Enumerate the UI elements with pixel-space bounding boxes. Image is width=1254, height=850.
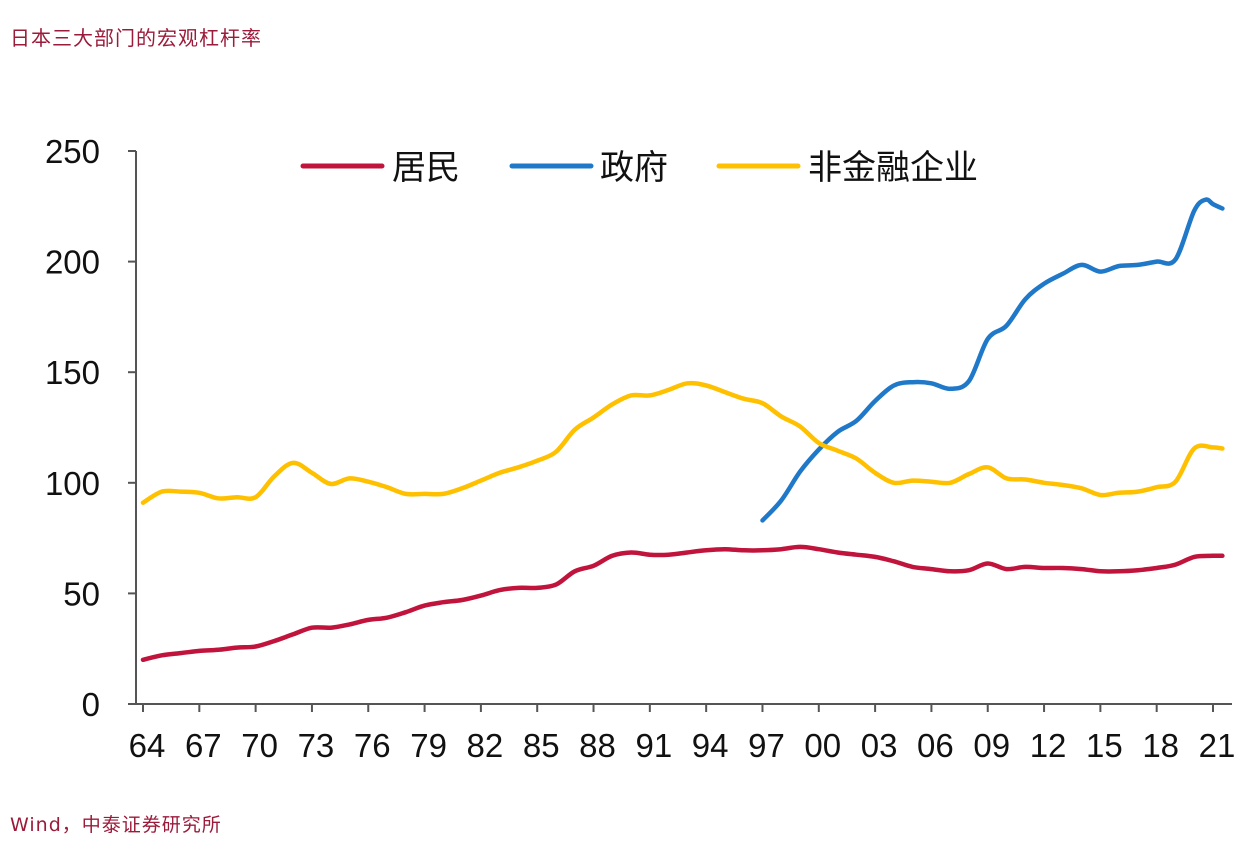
y-tick-label: 100 (45, 465, 100, 502)
x-tick-label: 03 (861, 727, 898, 764)
y-tick-label: 200 (45, 244, 100, 281)
x-tick-label: 00 (804, 727, 841, 764)
series-line-nonfinancial-corporate (140, 380, 1225, 505)
x-tick-label: 18 (1142, 727, 1179, 764)
x-tick-label: 15 (1086, 727, 1123, 764)
series-line-household (140, 544, 1225, 663)
x-tick-label: 79 (410, 727, 447, 764)
x-tick-label: 73 (298, 727, 335, 764)
x-tick-label: 94 (692, 727, 729, 764)
series-lines (140, 197, 1225, 663)
x-tick-label: 91 (635, 727, 672, 764)
x-tick-label: 76 (354, 727, 391, 764)
x-axis-ticks: 64 67 70 73 76 79 82 85 88 91 94 97 00 03 06 09 12 15 18 21 (129, 704, 1236, 764)
y-tick-label: 0 (82, 686, 100, 723)
chart-axes (135, 151, 1232, 705)
x-tick-label: 21 (1199, 727, 1236, 764)
legend-label: 政府 (600, 148, 668, 188)
source-note: Wind，中泰证券研究所 (10, 814, 222, 836)
series-line-government (760, 197, 1225, 523)
page-title: 日本三大部门的宏观杠杆率 (10, 26, 262, 50)
x-tick-label: 09 (973, 727, 1010, 764)
legend-item-government: 政府 (509, 148, 668, 188)
x-tick-label: 06 (917, 727, 954, 764)
y-axis-ticks: 0 50 100 150 200 250 (45, 133, 136, 723)
y-tick-label: 50 (63, 575, 100, 612)
legend-label: 居民 (392, 148, 460, 188)
chart-legend: 居民 政府 非金融企业 (300, 148, 978, 188)
x-tick-label: 67 (185, 727, 222, 764)
x-tick-label: 88 (579, 727, 616, 764)
x-tick-label: 97 (748, 727, 785, 764)
legend-label: 非金融企业 (808, 148, 978, 188)
x-tick-label: 12 (1030, 727, 1067, 764)
x-tick-label: 85 (523, 727, 560, 764)
y-tick-label: 250 (45, 133, 100, 170)
legend-item-household: 居民 (300, 148, 460, 188)
x-tick-label: 82 (467, 727, 504, 764)
y-tick-label: 150 (45, 354, 100, 391)
legend-item-nonfinancial-corporate: 非金融企业 (716, 148, 978, 188)
x-tick-label: 64 (129, 727, 166, 764)
x-tick-label: 70 (241, 727, 278, 764)
